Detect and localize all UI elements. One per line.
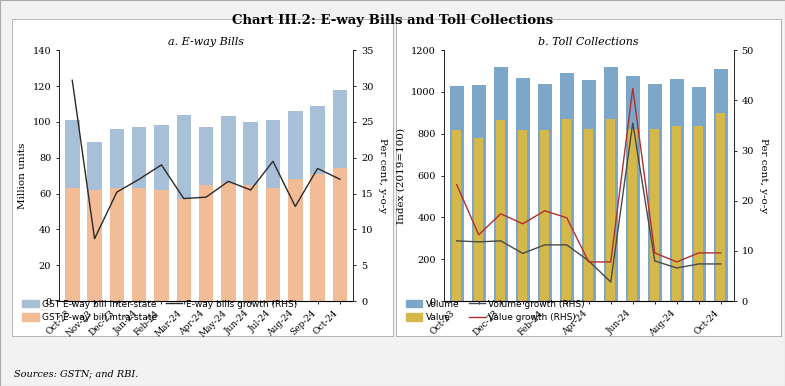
Bar	[154, 125, 169, 190]
Bar	[110, 188, 124, 301]
Bar	[310, 106, 325, 174]
Bar	[584, 129, 593, 301]
Bar	[177, 115, 191, 199]
Bar	[65, 120, 79, 188]
Bar	[472, 85, 486, 301]
Bar	[132, 188, 147, 301]
Bar	[626, 76, 640, 301]
Bar	[450, 86, 464, 301]
Bar	[221, 117, 236, 183]
Bar	[199, 185, 214, 301]
Bar	[288, 179, 302, 301]
Text: Chart III.2: E-way Bills and Toll Collections: Chart III.2: E-way Bills and Toll Collec…	[232, 14, 553, 27]
Bar	[87, 190, 102, 301]
Bar	[606, 119, 615, 301]
Bar	[310, 174, 325, 301]
Text: Sources: GSTN; and RBI.: Sources: GSTN; and RBI.	[14, 369, 138, 378]
Bar	[496, 120, 506, 301]
Bar	[243, 122, 258, 185]
Bar	[604, 67, 618, 301]
Bar	[87, 142, 102, 190]
Bar	[177, 199, 191, 301]
Bar	[582, 81, 596, 301]
Bar	[154, 190, 169, 301]
Bar	[562, 119, 571, 301]
Y-axis label: Per cent, y-o-y: Per cent, y-o-y	[759, 138, 768, 213]
Bar	[132, 127, 147, 188]
Bar	[265, 120, 280, 188]
Bar	[672, 127, 681, 301]
Bar	[628, 129, 637, 301]
Bar	[714, 69, 728, 301]
Y-axis label: Index (2019=100): Index (2019=100)	[396, 127, 406, 224]
Bar	[648, 84, 662, 301]
Bar	[538, 84, 552, 301]
Bar	[65, 188, 79, 301]
Title: b. Toll Collections: b. Toll Collections	[539, 37, 639, 47]
Bar	[670, 80, 684, 301]
Bar	[288, 111, 302, 179]
Bar	[560, 73, 574, 301]
Bar	[474, 138, 483, 301]
Bar	[221, 183, 236, 301]
Y-axis label: Million units: Million units	[18, 142, 27, 209]
Legend: Volume, Value, Volume growth (RHS), Value growth (RHS): Volume, Value, Volume growth (RHS), Valu…	[403, 296, 589, 326]
Bar	[518, 130, 528, 301]
Bar	[333, 168, 347, 301]
Legend: GST E-way bill inter-state, GST E-way bill intra-state, E-way bills growth (RHS): GST E-way bill inter-state, GST E-way bi…	[19, 296, 301, 326]
Bar	[243, 185, 258, 301]
Bar	[494, 67, 508, 301]
Bar	[452, 130, 461, 301]
Bar	[695, 127, 703, 301]
Y-axis label: Per cent, y-o-y: Per cent, y-o-y	[378, 138, 387, 213]
Bar	[110, 129, 124, 188]
Bar	[717, 113, 725, 301]
Bar	[265, 188, 280, 301]
Title: a. E-way Bills: a. E-way Bills	[168, 37, 244, 47]
Bar	[199, 127, 214, 185]
Bar	[692, 87, 706, 301]
Bar	[516, 78, 530, 301]
Bar	[650, 129, 659, 301]
Bar	[540, 130, 549, 301]
Bar	[333, 90, 347, 168]
